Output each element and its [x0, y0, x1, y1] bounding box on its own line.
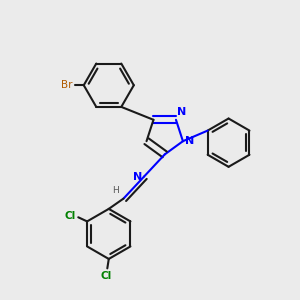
Text: Cl: Cl [100, 271, 112, 281]
Text: N: N [134, 172, 142, 182]
Text: N: N [177, 107, 187, 117]
Text: Cl: Cl [65, 211, 76, 221]
Text: N: N [185, 136, 194, 146]
Text: Br: Br [61, 80, 73, 90]
Text: H: H [112, 186, 119, 195]
